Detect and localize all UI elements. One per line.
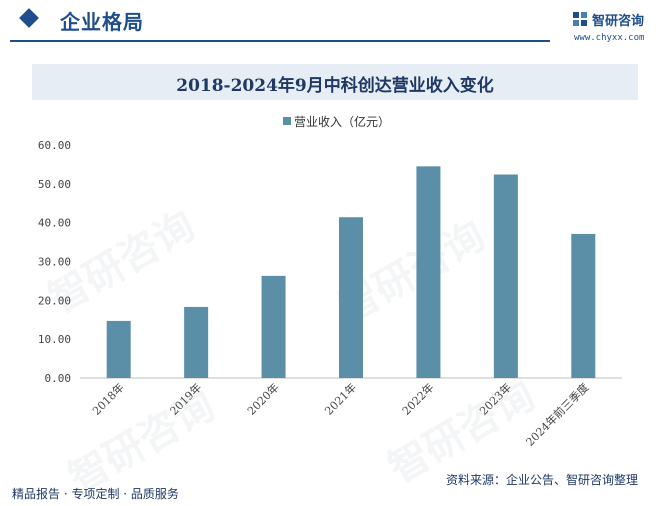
legend-label: 营业收入（亿元） (294, 115, 391, 129)
bar (106, 320, 131, 378)
bar (261, 275, 286, 378)
x-tick-label: 2018年 (89, 380, 126, 417)
bar (571, 233, 596, 378)
y-tick-label: 60.00 (38, 139, 71, 152)
y-tick-label: 10.00 (38, 333, 71, 346)
x-tick-label: 2020年 (244, 380, 281, 417)
bar (339, 217, 363, 378)
x-tick-label: 2024年前三季度 (523, 380, 592, 449)
x-tick-label: 2023年 (477, 380, 514, 417)
bar (493, 174, 518, 378)
y-tick-label: 40.00 (38, 217, 71, 230)
bar (184, 306, 209, 378)
y-tick-label: 0.00 (45, 372, 72, 385)
x-tick-label: 2019年 (167, 380, 204, 417)
footer-tagline: 精品报告 · 专项定制 · 品质服务 (12, 487, 179, 501)
brand-logo-icon (573, 12, 587, 26)
bar-chart: 0.00 10.00 20.00 30.00 40.00 50.00 60.00 2018年 2… (38, 139, 622, 449)
x-tick-label: 2022年 (399, 380, 436, 417)
bar (416, 166, 441, 378)
diamond-icon (19, 8, 39, 28)
y-tick-label: 30.00 (38, 256, 71, 269)
section-title: 企业格局 (60, 10, 144, 34)
brand-url: www.chyxx.com (574, 33, 645, 43)
brand-name: 智研咨询 (592, 14, 645, 29)
x-tick-label: 2021年 (322, 380, 359, 417)
header-divider (10, 40, 550, 42)
chart-title: 2018-2024年9月中科创达营业收入变化 (176, 76, 494, 96)
y-tick-label: 50.00 (38, 178, 71, 191)
chart-title-band: 2018-2024年9月中科创达营业收入变化 (32, 64, 638, 100)
legend-swatch (283, 117, 291, 125)
page-header: 企业格局 (0, 0, 670, 46)
brand-logo: 智研咨询 www.chyxx.com (572, 8, 664, 43)
y-tick-label: 20.00 (38, 294, 71, 307)
data-source: 资料来源：企业公告、智研咨询整理 (446, 473, 639, 487)
